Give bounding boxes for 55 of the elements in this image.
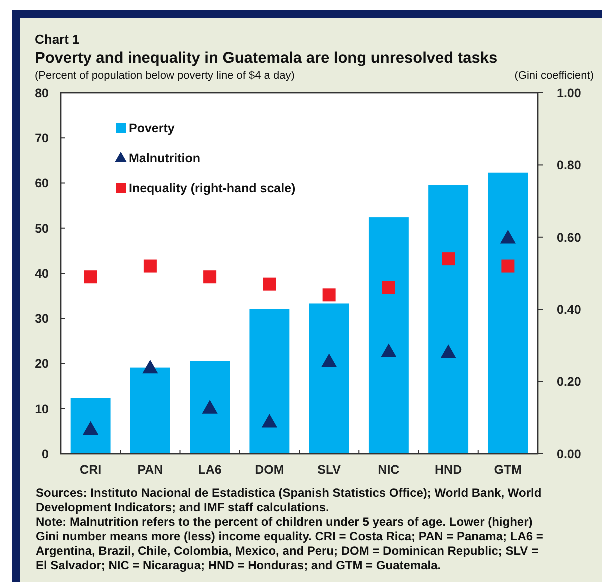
bar	[190, 361, 230, 454]
y-tick-label: 20	[35, 357, 50, 372]
x-tick-label: PAN	[138, 463, 164, 477]
bar	[368, 218, 409, 454]
y-tick-label: 80	[35, 86, 50, 100]
x-tick-label: SLV	[318, 463, 342, 477]
point	[502, 260, 515, 273]
point	[381, 344, 397, 358]
point	[142, 360, 158, 374]
point	[262, 414, 278, 428]
legend-label: Inequality (right-hand scale)	[129, 181, 296, 196]
x-tick-label: DOM	[255, 463, 284, 477]
bar	[130, 368, 170, 454]
y-tick-label: 30	[35, 312, 50, 326]
y2-tick-label: 0.60	[557, 230, 582, 245]
bar	[309, 304, 350, 454]
y2-tick-label: 0.00	[557, 447, 582, 462]
point	[202, 400, 218, 414]
y-axis-title: (Percent of population below poverty line of $4 a day)	[35, 70, 295, 82]
legend-label: Malnutrition	[129, 151, 201, 166]
bar	[250, 309, 290, 454]
bar	[488, 172, 528, 454]
point	[442, 252, 456, 266]
point	[500, 230, 516, 244]
y2-tick-label: 0.40	[557, 302, 582, 317]
point	[84, 270, 98, 284]
y-tick-label: 40	[35, 266, 50, 281]
y2-tick-label: 1.00	[557, 86, 582, 100]
point	[144, 260, 157, 273]
y-tick-label: 50	[35, 222, 50, 236]
y-tick-label: 0	[42, 447, 50, 462]
x-tick-label: CRI	[80, 463, 102, 477]
x-tick-label: LA6	[198, 463, 222, 477]
y-tick-label: 60	[35, 176, 50, 191]
x-tick-label: NIC	[378, 463, 400, 477]
point	[382, 281, 396, 294]
y-tick-label: 10	[35, 402, 50, 416]
bar	[70, 398, 111, 454]
y2-axis-title: (Gini coefficient)	[514, 70, 594, 82]
point	[322, 354, 338, 368]
point	[263, 278, 276, 291]
point	[322, 288, 336, 302]
x-tick-label: HND	[435, 463, 462, 477]
point	[440, 344, 456, 358]
y2-tick-label: 0.20	[557, 375, 582, 390]
bar	[428, 186, 469, 454]
legend-label: Poverty	[129, 121, 175, 136]
x-tick-label: GTM	[494, 463, 522, 477]
y2-tick-label: 0.80	[557, 158, 582, 173]
y-tick-label: 70	[35, 132, 50, 146]
text: Note: Malnutrition refers to the percent of children under 5 years of age. Lower (higher) Gini number means more (less) income equality. CRI = Costa Rica; PAN = Panama; LA6 = Argentina, Brazil, Chile, Colombia, Mexico, and Peru; DOM = Dominican Republic; SLV = El Salvador; NIC = Nicaragua; HND = Honduras; and GTM = Guatemala.	[36, 515, 544, 572]
point	[204, 270, 217, 284]
caption: Chart 1	[35, 32, 80, 47]
chart-title: Poverty and inequality in Guatemala are long unresolved tasks	[35, 50, 498, 67]
source-note: Sources: Instituto Nacional de Estadistica (Spanish Statistics Office); World Bank, World Development Indicators; and IMF staff calculations.	[36, 486, 542, 514]
